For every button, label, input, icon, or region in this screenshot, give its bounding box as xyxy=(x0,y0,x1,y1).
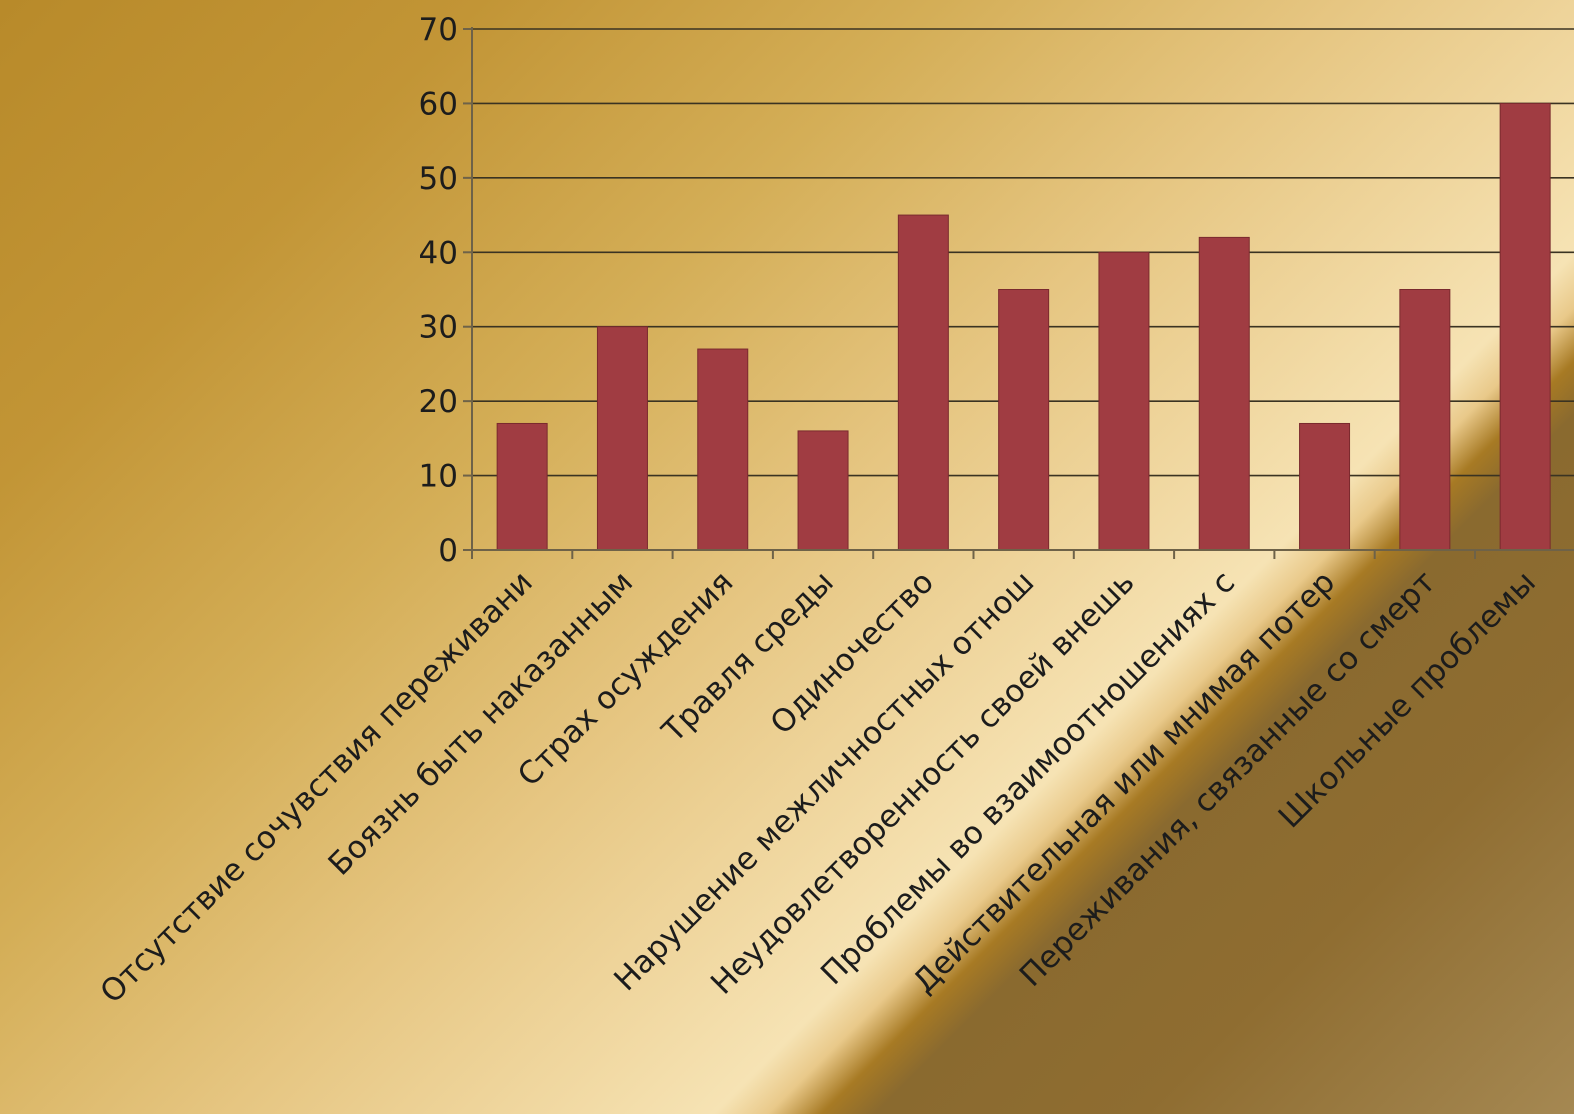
y-axis-tick-labels: 0 10 20 30 40 50 60 70 xyxy=(419,12,458,569)
bar xyxy=(596,326,648,551)
y-tick-label: 40 xyxy=(419,235,458,271)
bar xyxy=(998,289,1050,551)
bar xyxy=(1198,236,1250,551)
bar xyxy=(1399,289,1451,551)
bar xyxy=(897,214,949,551)
bar xyxy=(1499,102,1551,551)
y-tick-label: 20 xyxy=(419,384,458,420)
y-tick-label: 30 xyxy=(419,310,458,346)
y-tick-label: 50 xyxy=(419,161,458,197)
bar xyxy=(697,348,749,551)
y-tick-label: 60 xyxy=(419,86,458,122)
axes xyxy=(463,27,1574,559)
y-tick-label: 0 xyxy=(438,533,458,569)
y-tick-label: 70 xyxy=(419,12,458,48)
x-category-label: Травля среды xyxy=(655,564,841,750)
x-category-label: Отсутствие сочувствия переживани xyxy=(94,564,540,1010)
bar xyxy=(797,430,849,551)
bar xyxy=(1098,251,1150,551)
bar xyxy=(496,422,548,551)
bars xyxy=(496,102,1551,551)
bar xyxy=(1299,422,1351,551)
y-tick-label: 10 xyxy=(419,459,458,495)
